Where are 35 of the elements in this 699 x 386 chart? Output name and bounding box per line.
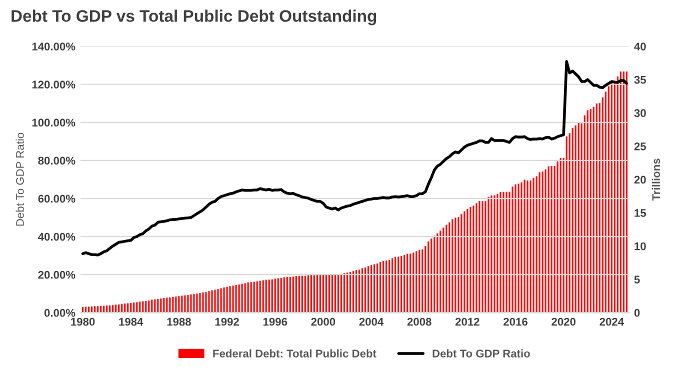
x-tick-label: 2008: [407, 318, 432, 326]
chart-title: Debt To GDP vs Total Public Debt Outstanding: [12, 10, 376, 26]
y-axis-title: Debt To GDP Ratio: [16, 132, 24, 226]
y2-tick-label: 0: [634, 308, 640, 317]
legend-label: Debt To GDP Ratio: [432, 349, 530, 358]
y-tick-label: 60.00%: [38, 194, 76, 203]
x-tick-label: 1984: [119, 318, 144, 326]
x-tick-label: 2012: [455, 318, 480, 326]
y-tick-label: 20.00%: [38, 270, 76, 279]
y2-tick-label: 40: [634, 42, 646, 50]
y-tick-label: 100.00%: [32, 118, 76, 127]
x-tick-label: 1980: [71, 318, 95, 326]
y-tick-label: 0.00%: [44, 308, 76, 317]
x-tick-label: 1992: [215, 318, 239, 326]
x-tick-label: 1988: [167, 318, 191, 326]
y2-tick-label: 20: [634, 176, 646, 184]
y2-tick-label: 15: [634, 209, 646, 217]
x-tick-label: 2000: [311, 318, 336, 326]
y-tick-label: 140.00%: [32, 42, 76, 50]
x-tick-label: 2004: [359, 318, 384, 326]
x-tick-label: 1996: [263, 318, 288, 326]
y2-axis-title: Trillions: [652, 158, 660, 201]
y-tick-label: 40.00%: [38, 232, 76, 241]
x-tick-label: 2024: [600, 318, 624, 326]
y2-tick-label: 10: [634, 242, 646, 250]
y2-tick-label: 25: [634, 142, 646, 150]
line-series: [81, 60, 628, 256]
y2-tick-label: 35: [634, 76, 646, 84]
legend-label: Federal Debt: Total Public Debt: [213, 349, 376, 358]
x-tick-label: 2020: [552, 318, 576, 326]
y-tick-label: 80.00%: [38, 156, 76, 165]
y-tick-label: 120.00%: [32, 80, 76, 89]
y2-tick-label: 5: [634, 276, 640, 284]
x-tick-label: 2016: [504, 318, 528, 326]
y2-tick-label: 30: [634, 109, 646, 118]
